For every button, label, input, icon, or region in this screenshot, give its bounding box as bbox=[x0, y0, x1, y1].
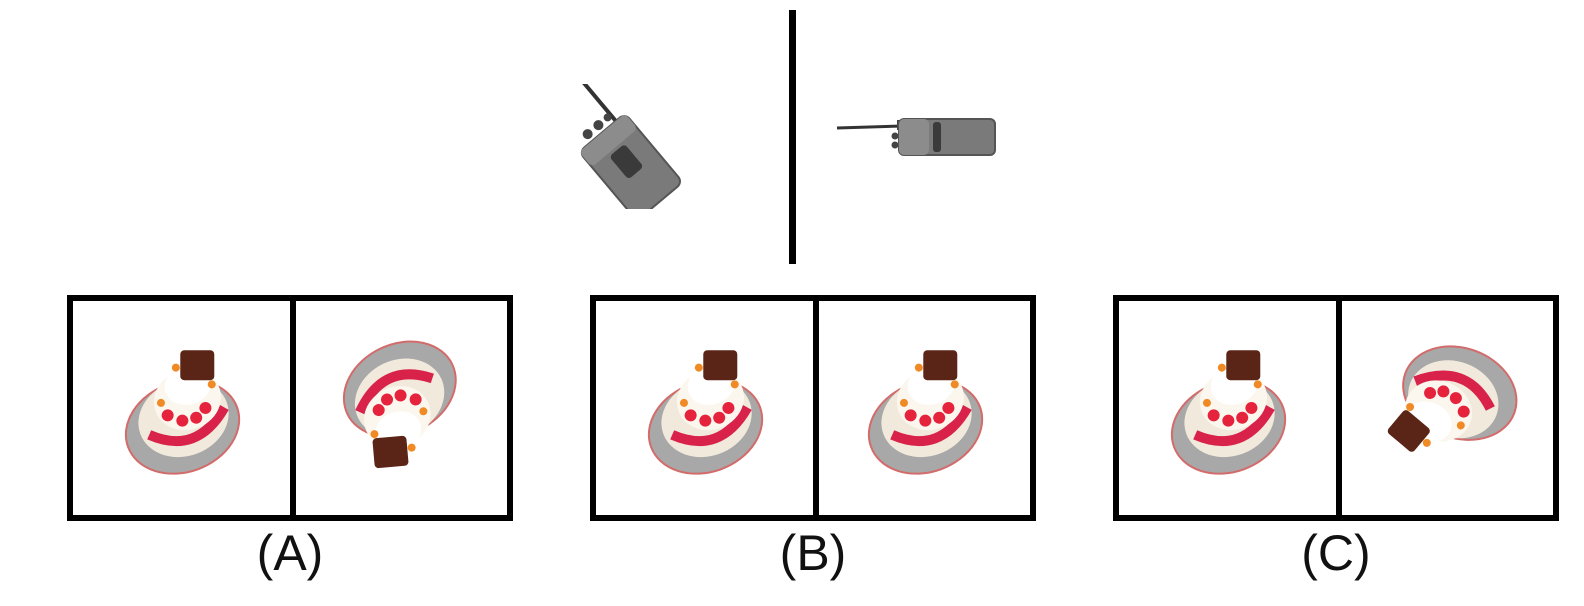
cake-icon bbox=[867, 350, 983, 475]
option-a-label: (A) bbox=[256, 525, 324, 581]
walkie-talkie-right-icon bbox=[835, 112, 1000, 160]
option-a-right-cell bbox=[296, 301, 507, 515]
option-c-label: (C) bbox=[1301, 525, 1371, 581]
divider-line bbox=[789, 10, 796, 264]
cake-icon bbox=[1387, 345, 1517, 452]
reference-panel bbox=[0, 0, 1584, 280]
option-b-frame[interactable] bbox=[590, 295, 1036, 521]
cake-icon bbox=[342, 340, 457, 469]
option-c-divider bbox=[1336, 301, 1342, 515]
cake-icon bbox=[647, 350, 763, 475]
option-a-left-cell bbox=[73, 301, 290, 515]
option-c-right-cell bbox=[1342, 301, 1553, 515]
option-b-left-cell bbox=[596, 301, 813, 515]
cake-icon bbox=[124, 350, 240, 475]
option-b-label: (B) bbox=[779, 525, 847, 581]
walkie-talkie-left-icon bbox=[577, 76, 720, 219]
option-a-frame[interactable] bbox=[67, 295, 513, 521]
option-c-frame[interactable] bbox=[1113, 295, 1559, 521]
option-a-divider bbox=[290, 301, 296, 515]
option-b-divider bbox=[813, 301, 819, 515]
option-c-left-cell bbox=[1119, 301, 1336, 515]
cake-icon bbox=[1170, 350, 1286, 475]
option-b-right-cell bbox=[819, 301, 1030, 515]
